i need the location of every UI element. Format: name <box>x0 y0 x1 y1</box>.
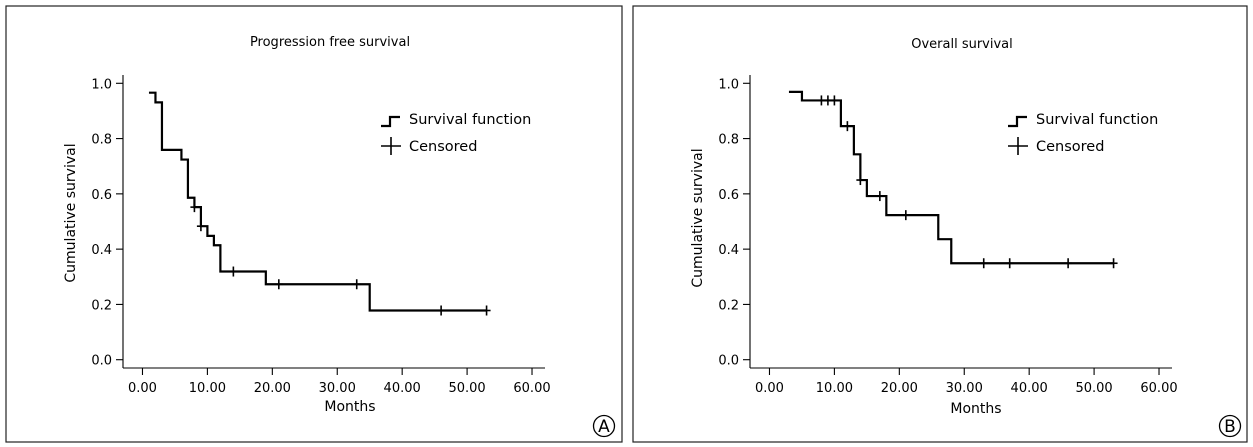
panel-a-y-tick-label: 0.2 <box>91 298 112 313</box>
panel-a-badge: A <box>592 414 616 438</box>
panel-a-legend: Survival function Censored <box>381 112 531 155</box>
panel-a-x-tick-label: 40.00 <box>384 381 421 396</box>
panel-b: Overall survival Months Cumulative survi… <box>632 5 1248 443</box>
panel-a-title: Progression free survival <box>250 35 410 50</box>
panel-b-ylabel: Cumulative survival <box>690 148 706 287</box>
panel-b-axes <box>749 75 1172 369</box>
panel-b-y-tick-label: 0.2 <box>718 298 739 313</box>
panel-a-curves <box>148 91 487 312</box>
panel-b-x-tick-label: 60.00 <box>1140 381 1177 396</box>
panel-a-y-tick-label: 0.8 <box>91 133 112 148</box>
panel-b-x-tick-label: 20.00 <box>881 381 918 396</box>
panel-b-censor-marks <box>817 95 1118 269</box>
panel-a-y-tick-label: 0.6 <box>91 188 112 203</box>
panel-b-badge: B <box>1218 414 1242 438</box>
panel-b-badge-circle <box>1218 414 1242 438</box>
panel-b-y-tick-label: 0.0 <box>718 354 739 369</box>
panel-a-legend-survival-icon <box>381 115 400 128</box>
panel-b-y-tick-label: 0.4 <box>718 243 739 258</box>
panel-a-ticks: 0.0 0.2 0.4 0.6 0.8 1.0 0.00 10.00 20.00 30.00 40.… <box>91 77 550 396</box>
panel-b-y-tick-label: 0.8 <box>718 133 739 148</box>
panel-b-y-tick-label: 1.0 <box>718 77 739 92</box>
panel-a-x-tick-label: 20.00 <box>254 381 291 396</box>
panel-b-legend-censored-label: Censored <box>1036 139 1104 155</box>
panel-b-title: Overall survival <box>911 37 1013 52</box>
panel-a-y-tick-label: 0.0 <box>91 354 112 369</box>
panel-a-x-tick-label: 50.00 <box>448 381 485 396</box>
panel-a: Progression free survival Months Cumulat… <box>5 5 623 443</box>
panel-a-legend-survival-label: Survival function <box>409 112 531 128</box>
panel-a-badge-label: A <box>598 417 610 437</box>
panel-a-x-tick-label: 30.00 <box>319 381 356 396</box>
panel-a-censor-marks <box>190 202 491 316</box>
panel-b-x-tick-label: 50.00 <box>1075 381 1112 396</box>
panel-b-badge-label: B <box>1224 417 1236 437</box>
panel-b-x-tick-label: 10.00 <box>816 381 853 396</box>
panel-a-x-tick-label: 60.00 <box>513 381 550 396</box>
panel-a-ylabel: Cumulative survival <box>63 143 79 282</box>
panel-b-legend-survival-icon <box>1008 115 1027 128</box>
panel-b-x-tick-label: 40.00 <box>1011 381 1048 396</box>
panel-b-xlabel: Months <box>950 401 1001 417</box>
panel-a-x-tick-label: 10.00 <box>189 381 226 396</box>
panel-a-y-tick-label: 0.4 <box>91 243 112 258</box>
panel-a-axes <box>122 75 545 369</box>
panel-a-xlabel: Months <box>324 399 375 415</box>
panel-a-x-tick-label: 0.00 <box>128 381 157 396</box>
panel-b-x-tick-label: 0.00 <box>755 381 784 396</box>
panel-b-legend: Survival function Censored <box>1008 112 1158 155</box>
panel-b-ticks: 0.0 0.2 0.4 0.6 0.8 1.0 0.00 10.00 20.00 30.00 40.… <box>718 77 1177 396</box>
panel-a-badge-circle <box>592 414 616 438</box>
panel-a-frame <box>5 5 623 443</box>
panel-b-y-tick-label: 0.6 <box>718 188 739 203</box>
panel-b-frame <box>632 5 1248 443</box>
panel-b-x-tick-label: 30.00 <box>946 381 983 396</box>
panel-a-legend-censored-label: Censored <box>409 139 477 155</box>
panel-a-survival-curve <box>148 91 487 312</box>
panel-a-y-tick-label: 1.0 <box>91 77 112 92</box>
panel-b-legend-survival-label: Survival function <box>1036 112 1158 128</box>
